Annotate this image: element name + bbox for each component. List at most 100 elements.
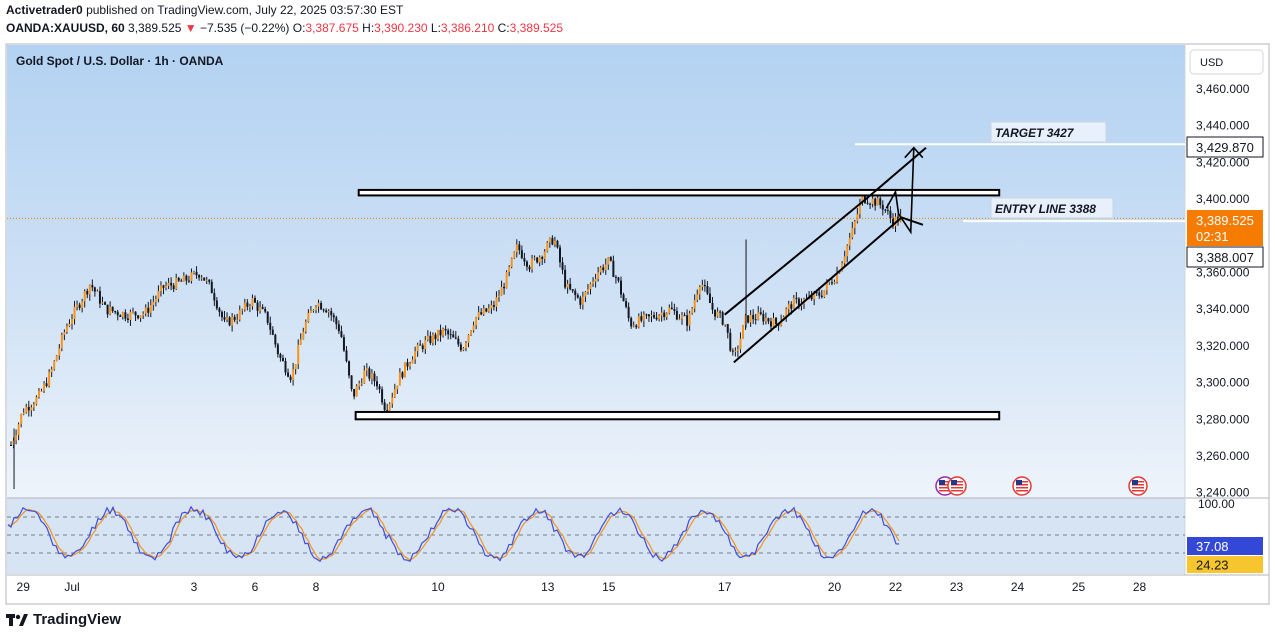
candle-body [459, 344, 462, 351]
candle-body [325, 310, 328, 313]
candle-body [729, 332, 732, 351]
close-label: C: [497, 21, 510, 35]
candle-body [312, 310, 315, 312]
last-price-badge: 3,389.525 [1196, 213, 1254, 228]
candle-body [233, 316, 236, 321]
target-badge-bg [1186, 136, 1264, 158]
candle-body [50, 369, 53, 373]
candle-body [45, 383, 48, 387]
candle-body [248, 306, 251, 308]
candle-body [780, 320, 783, 326]
candle-body [454, 337, 457, 339]
candle-body [787, 304, 790, 310]
x-tick-label: 23 [950, 580, 964, 594]
candle-body [391, 397, 394, 404]
candle-body [785, 309, 788, 317]
candle-body [20, 414, 23, 425]
candle-body [614, 276, 617, 278]
candle-body [175, 277, 178, 290]
candle-body [152, 301, 155, 306]
currency-button[interactable]: USD [1189, 49, 1264, 75]
time-axis[interactable]: 29 Jul 3 6 8 10 13 15 17 20 22 23 24 25 28 [17, 580, 1147, 594]
candle-body [43, 383, 46, 391]
candle-body [297, 344, 300, 365]
candle-body [116, 311, 119, 316]
candle-body [495, 297, 498, 307]
candle-body [775, 317, 778, 325]
candle-body [378, 386, 381, 390]
candle-body [302, 331, 305, 340]
candle-body [843, 256, 846, 264]
candle-body [190, 272, 193, 282]
candle-body [716, 311, 719, 317]
price-pane[interactable] [7, 45, 1185, 498]
candle-body [711, 302, 714, 310]
candle-body [185, 275, 188, 281]
y-tick-label: 3,360.000 [1196, 266, 1250, 280]
candle-body [581, 296, 584, 305]
candle-body [815, 292, 818, 294]
candle-body [327, 311, 330, 313]
candle-body [525, 261, 528, 267]
candle-body [172, 285, 175, 290]
candle-body [561, 262, 564, 270]
candle-body [231, 316, 234, 326]
candle-body [833, 281, 836, 284]
candle-body [381, 389, 384, 403]
candle-body [137, 315, 140, 319]
chart-canvas[interactable]: Gold Spot / U.S. Dollar · 1h · OANDA USD… [0, 40, 1275, 610]
candle-body [434, 334, 437, 340]
target-label-box [990, 121, 1107, 143]
candle-body [754, 319, 757, 321]
tradingview-logo-icon [6, 613, 28, 627]
x-tick-label: 17 [718, 580, 732, 594]
candle-body [464, 342, 467, 349]
candle-body [698, 286, 701, 295]
candle-body [523, 258, 526, 262]
candle-body [825, 283, 828, 291]
candle-body [12, 440, 15, 446]
footer-brand-text: TradingView [33, 611, 122, 628]
x-tick-label: 6 [252, 580, 259, 594]
candle-body [742, 325, 744, 339]
event-flag-icon [947, 476, 967, 496]
candle-body [165, 285, 168, 288]
candle-body [625, 301, 628, 307]
candle-body [447, 330, 450, 335]
candle-body [81, 301, 84, 309]
candle-body [586, 289, 589, 292]
candle-body [607, 257, 610, 265]
y-tick-label: 3,420.000 [1196, 155, 1250, 169]
target-label: TARGET 3427 [995, 126, 1075, 140]
candle-body [627, 306, 630, 319]
candle-body [500, 286, 503, 296]
candle-body [25, 406, 28, 413]
candle-body [871, 198, 874, 205]
currency-label: USD [1200, 57, 1223, 69]
candle-body [132, 311, 134, 313]
candle-body [10, 444, 12, 446]
candle-body [818, 292, 821, 296]
candle-body [241, 309, 244, 311]
candle-body [675, 310, 678, 320]
candle-body [841, 263, 844, 272]
candle-body [353, 388, 356, 397]
candle-body [269, 322, 272, 330]
candle-body [444, 328, 447, 331]
candle-body [851, 228, 854, 238]
support-zone [354, 410, 1001, 421]
candle-body [650, 315, 653, 317]
candle-body [279, 354, 282, 358]
last-price: 3,389.525 [128, 21, 182, 35]
candle-body [462, 348, 465, 351]
candle-body [261, 307, 264, 309]
pane-title: Gold Spot / U.S. Dollar · 1h · OANDA [16, 54, 224, 68]
candle-body [645, 314, 648, 316]
entry-badge: 3,388.007 [1196, 250, 1254, 265]
candle-body [228, 317, 231, 326]
candle-body [492, 305, 495, 307]
symbol: OANDA:XAUUSD, 60 [6, 21, 125, 35]
candle-body [383, 402, 386, 411]
candle-body [373, 373, 376, 382]
footer-brand[interactable]: TradingView [6, 611, 121, 628]
